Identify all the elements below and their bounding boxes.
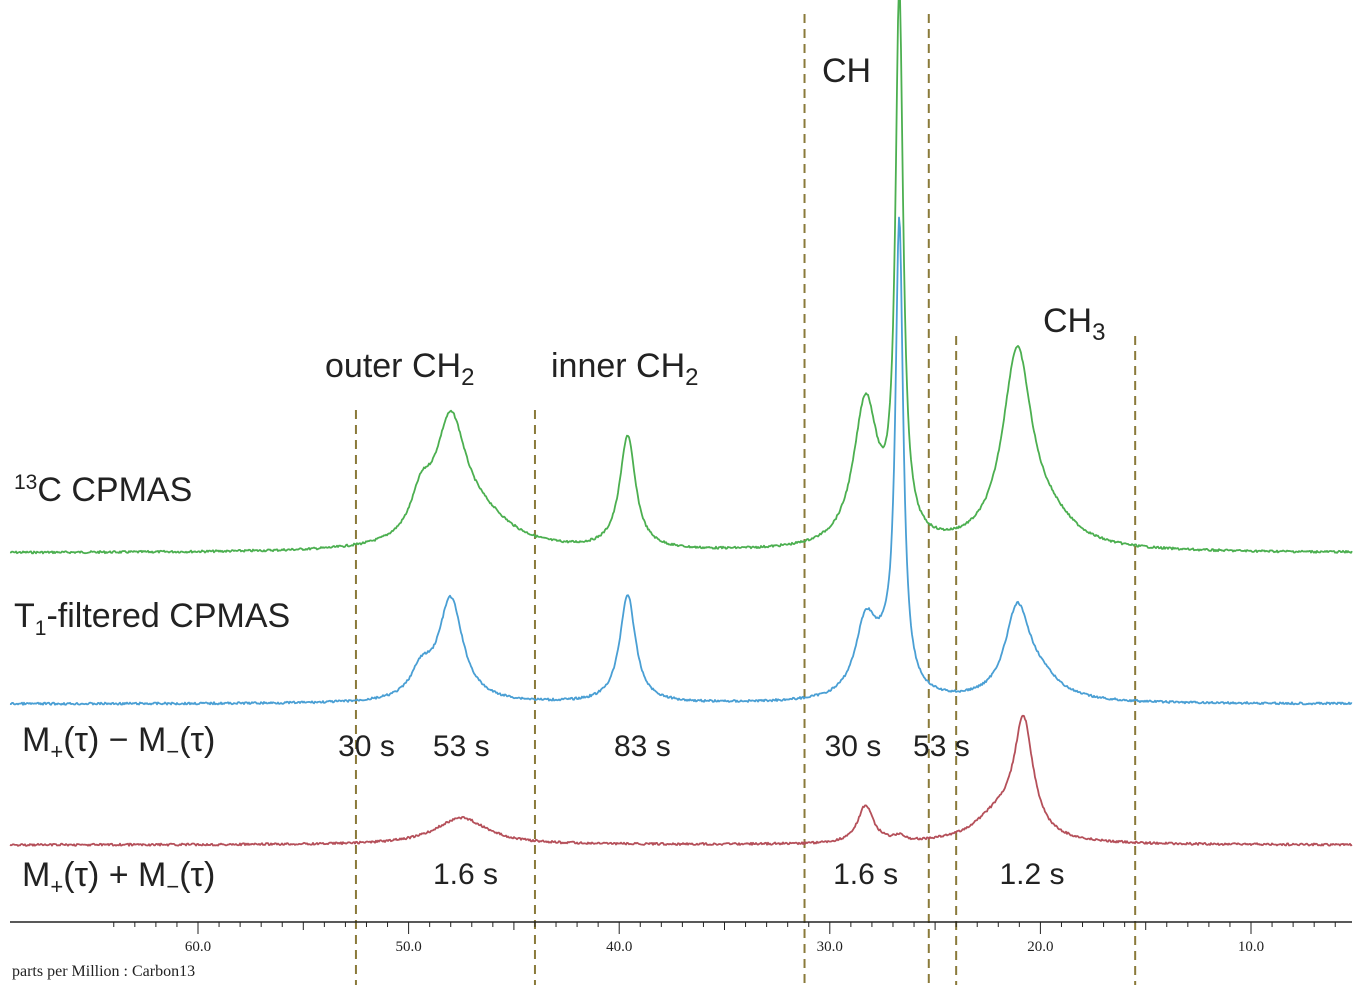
spectrum-trace-1 <box>9 216 1353 706</box>
annotation-label: 83 s <box>614 730 671 763</box>
annotation-label: 53 s <box>913 730 970 763</box>
row-label-sum: M+(τ) + M−(τ) <box>22 856 215 899</box>
series-labels: 13C CPMAS T1-filtered CPMAS M+(τ) − M−(τ… <box>14 471 290 899</box>
spectrum-traces <box>9 0 1353 847</box>
x-tick-label: 50.0 <box>395 939 421 955</box>
spectrum-trace-2 <box>9 714 1353 847</box>
x-tick-label: 20.0 <box>1027 939 1053 955</box>
region-boundary-lines <box>354 14 1137 985</box>
annotation-label: 1.6 s <box>833 858 898 891</box>
annotation-label: 53 s <box>433 730 490 763</box>
region-label-inner-ch2: inner CH2 <box>551 347 699 391</box>
x-axis-label: parts per Million : Carbon13 <box>12 963 195 980</box>
row-label-difference: M+(τ) − M−(τ) <box>22 721 215 764</box>
x-axis: 60.0 50.0 40.0 30.0 20.0 10.0 <box>10 921 1352 955</box>
series-label-t1-filtered: T1-filtered CPMAS <box>14 597 290 640</box>
spectrum-trace-0 <box>9 0 1353 555</box>
annotation-label: 30 s <box>338 730 395 763</box>
region-label-outer-ch2: outer CH2 <box>325 347 474 391</box>
region-label-ch: CH <box>822 52 871 90</box>
region-labels: outer CH2 inner CH2 CH CH3 <box>325 52 1105 391</box>
annotation-label: 1.2 s <box>999 858 1064 891</box>
x-tick-label: 60.0 <box>185 939 211 955</box>
region-label-ch3: CH3 <box>1043 302 1105 346</box>
relaxation-time-annotations: 30 s 53 s 83 s 30 s 53 s 1.6 s 1.6 s 1.2 s <box>338 730 1064 891</box>
series-label-13c-cpmas: 13C CPMAS <box>14 471 192 509</box>
annotation-label: 30 s <box>825 730 882 763</box>
annotation-label: 1.6 s <box>433 858 498 891</box>
x-tick-label: 10.0 <box>1238 939 1264 955</box>
x-tick-label: 30.0 <box>817 939 843 955</box>
x-tick-label: 40.0 <box>606 939 632 955</box>
